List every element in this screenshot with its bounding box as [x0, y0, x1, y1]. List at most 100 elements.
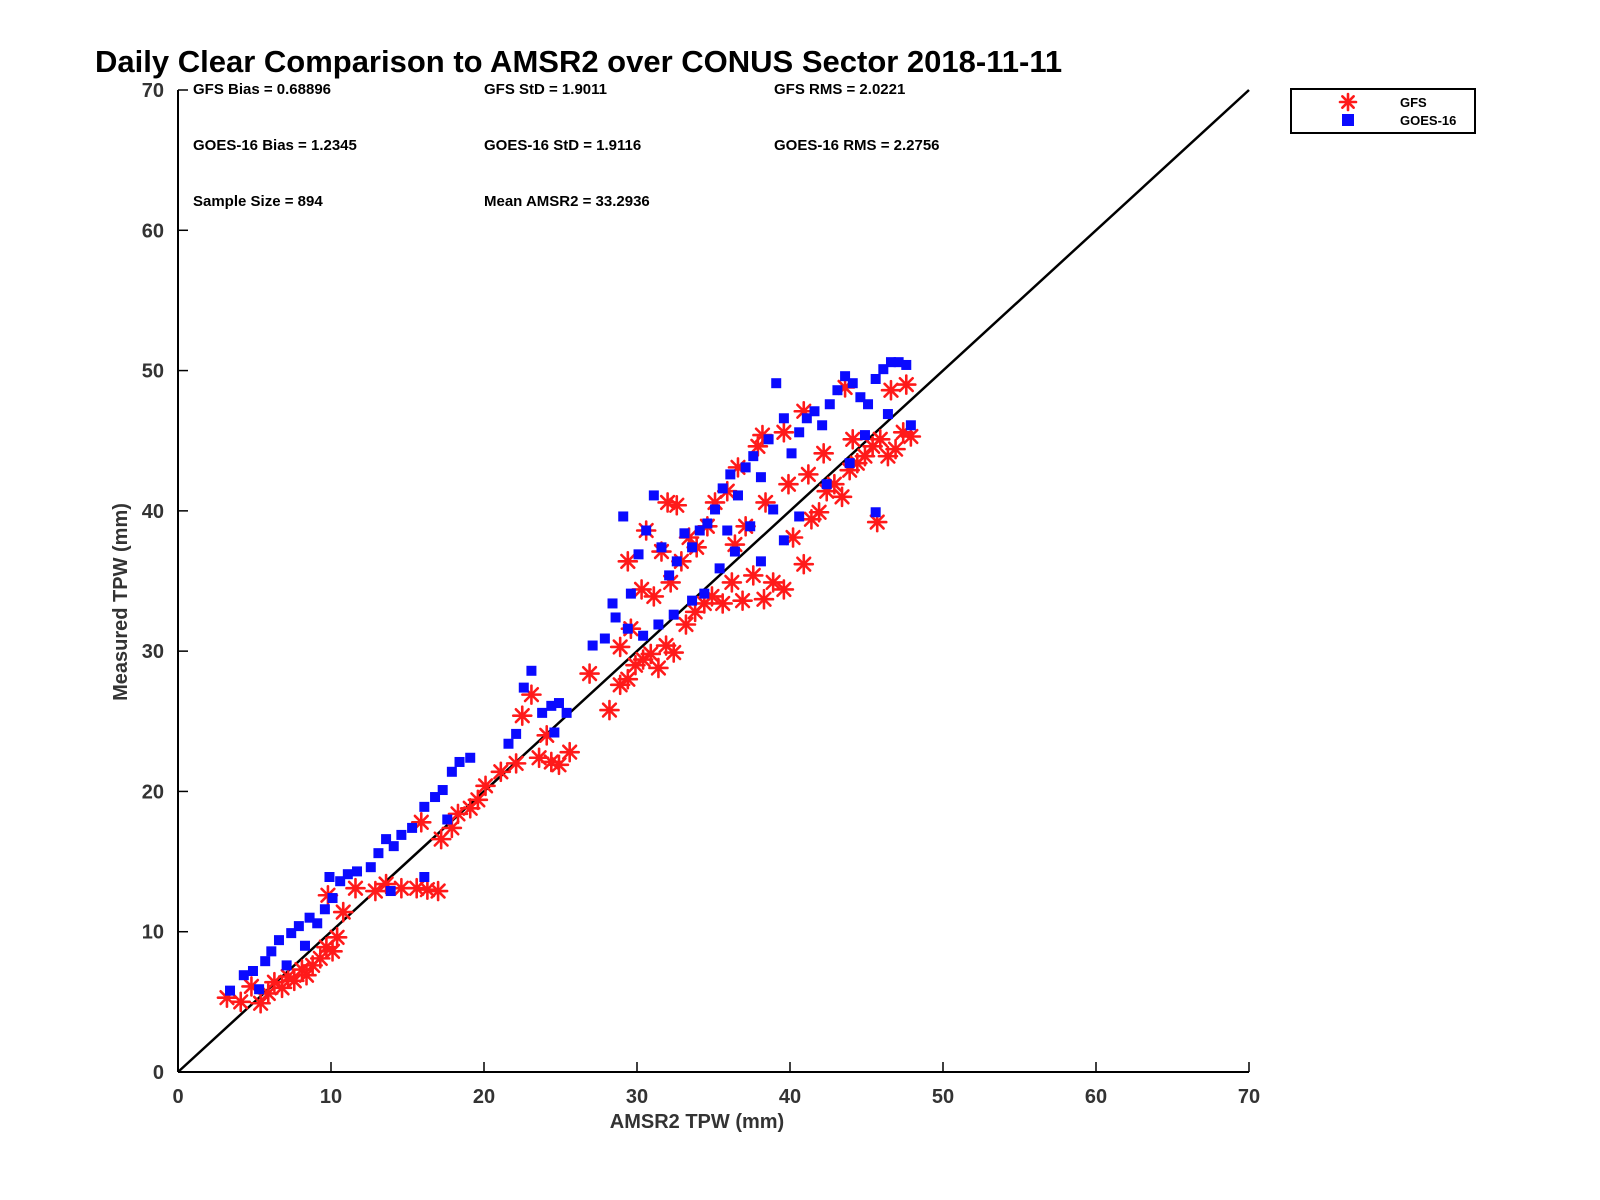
goes-16-point	[732, 490, 743, 501]
y-tick-label: 50	[142, 361, 164, 383]
legend: GFS GOES-16	[1290, 88, 1476, 134]
gfs-point	[895, 374, 917, 395]
goes-16-point	[671, 556, 682, 567]
goes-16-point	[794, 511, 805, 522]
gfs-point	[326, 927, 348, 948]
x-tick-label: 10	[320, 1086, 342, 1108]
goes-16-point	[618, 511, 629, 522]
gfs-point	[579, 663, 600, 684]
goes-16-point	[293, 921, 304, 932]
y-tick-label: 40	[142, 501, 164, 523]
goes-16-point	[465, 752, 476, 763]
legend-goes-marker	[1342, 114, 1354, 126]
goes-16-point	[273, 935, 284, 946]
goes-16-point	[561, 707, 572, 718]
tick-labels: 0 10 20 30 40 50 60 70 0 10 20 30 40 50 60 70	[142, 80, 1260, 1108]
legend-gfs-asterisk	[1338, 92, 1358, 112]
gfs-point	[559, 741, 580, 763]
gfs-point	[900, 426, 922, 447]
gfs-point	[721, 572, 743, 593]
gfs-point	[332, 901, 354, 923]
goes-16-point	[725, 469, 736, 480]
goes-16-point	[419, 872, 430, 883]
x-axis-label: AMSR2 TPW (mm)	[610, 1111, 784, 1133]
goes-16-point	[518, 682, 529, 693]
goes-16-point	[254, 984, 265, 995]
goes-16-point	[768, 504, 779, 515]
gfs-point	[773, 421, 795, 443]
goes-bias-text: GOES-16 Bias = 1.2345	[193, 137, 357, 154]
goes-16-series	[225, 357, 916, 996]
goes-16-point	[381, 834, 392, 845]
goes-16-point	[648, 490, 659, 501]
gfs-point	[885, 438, 906, 460]
goes-16-point	[755, 556, 766, 567]
goes-16-point	[679, 528, 690, 539]
goes-16-point	[454, 756, 465, 767]
y-tick-label: 60	[142, 220, 164, 242]
goes-16-point	[694, 525, 705, 536]
gfs-point	[866, 511, 888, 533]
goes-16-point	[352, 866, 363, 877]
goes-16-point	[699, 588, 710, 599]
goes-16-point	[763, 434, 774, 445]
x-tick-label: 40	[779, 1086, 801, 1108]
goes-16-point	[610, 612, 621, 623]
goes-16-point	[687, 595, 698, 606]
goes-16-point	[442, 814, 453, 825]
goes-16-point	[817, 420, 828, 431]
goes-16-point	[885, 357, 896, 368]
gfs-point	[505, 753, 527, 774]
gfs-point	[755, 492, 776, 513]
goes-16-point	[656, 542, 667, 553]
x-tick-label: 50	[932, 1086, 954, 1108]
gfs-point	[617, 668, 639, 690]
gfs-point	[322, 941, 343, 962]
gfs-point	[842, 429, 864, 450]
y-tick-label: 70	[142, 80, 164, 102]
goes-16-point	[335, 876, 346, 887]
goes-16-point	[847, 378, 858, 389]
gfs-point	[230, 991, 252, 1013]
gfs-point	[793, 553, 815, 575]
gfs-point	[648, 657, 669, 679]
goes-16-point	[286, 928, 297, 939]
goes-std-text: GOES-16 StD = 1.9116	[484, 137, 641, 154]
goes-16-point	[863, 399, 874, 410]
goes-16-point	[388, 841, 399, 852]
gfs-point	[548, 754, 570, 776]
gfs-point	[778, 473, 799, 495]
gfs-bias-text: GFS Bias = 0.68896	[193, 81, 331, 98]
goes-16-point	[327, 893, 338, 904]
goes-16-point	[710, 504, 721, 515]
legend-gfs-marker	[1338, 92, 1358, 112]
goes-16-point	[304, 912, 315, 923]
gfs-point	[599, 699, 620, 721]
goes-16-point	[771, 378, 782, 389]
goes-16-point	[324, 872, 335, 883]
gfs-point	[773, 579, 795, 600]
goes-16-point	[299, 940, 310, 951]
goes-16-point	[870, 373, 881, 384]
goes-16-point	[503, 738, 514, 749]
goes-16-point	[373, 848, 384, 859]
gfs-point	[675, 614, 697, 635]
legend-goes-label: GOES-16	[1400, 113, 1456, 128]
goes-16-point	[714, 563, 725, 574]
gfs-point	[365, 880, 386, 902]
goes-16-point	[638, 630, 649, 641]
goes-16-point	[722, 525, 733, 536]
goes-16-point	[430, 792, 441, 803]
gfs-point	[250, 992, 271, 1014]
goes-16-point	[266, 946, 277, 957]
gfs-point	[490, 761, 512, 783]
goes-16-point	[821, 479, 832, 490]
legend-box	[1290, 88, 1476, 134]
gfs-point	[732, 590, 753, 611]
mean-amsr2-text: Mean AMSR2 = 33.2936	[484, 193, 650, 210]
goes-16-point	[809, 406, 820, 417]
gfs-point	[631, 579, 652, 600]
gfs-series	[216, 374, 922, 1014]
goes-16-point	[281, 960, 292, 971]
gfs-point	[643, 586, 665, 607]
